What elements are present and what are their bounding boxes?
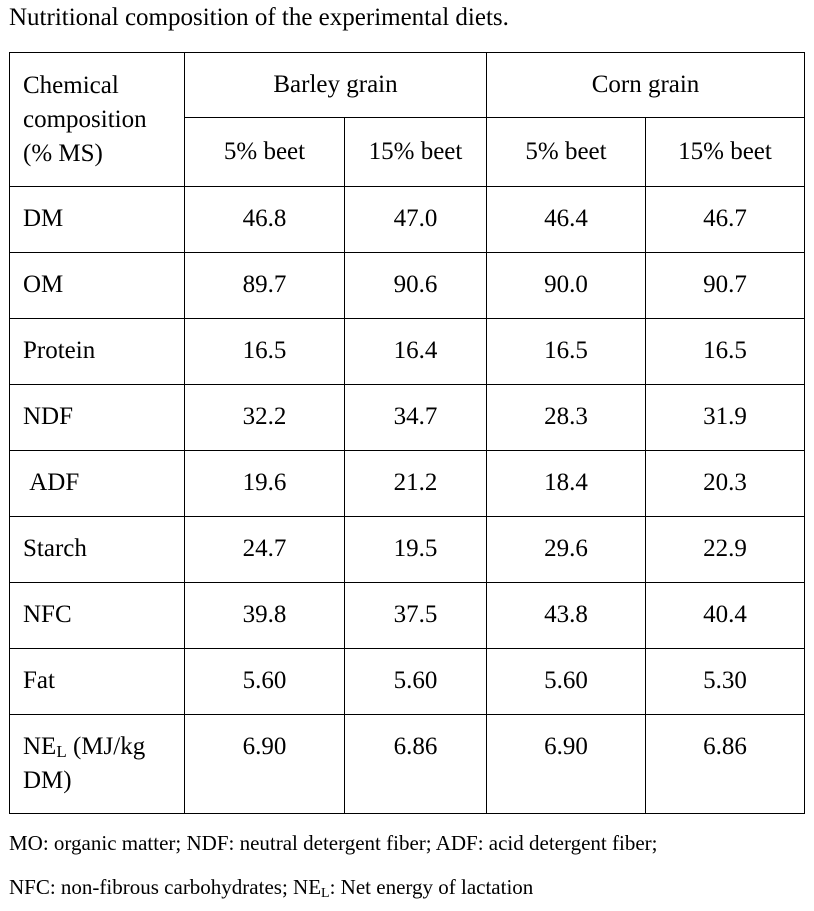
footnote-line: NFC: non-fibrous carbohydrates; NEL: Net… [9,875,534,901]
label-subscript: L [56,742,67,761]
data-row: NEL (MJ/kg DM) 6.90 6.86 6.90 6.86 [9,714,805,814]
value-cell: 6.86 [344,714,487,814]
value-cell: 89.7 [184,252,345,319]
value-cell: 90.0 [486,252,646,319]
value-cell: 40.4 [645,582,805,649]
value-cell: 16.5 [184,318,345,385]
data-row: OM 89.7 90.6 90.0 90.7 [9,252,805,319]
subheader: 5% beet [184,117,345,187]
value-cell: 47.0 [344,186,487,253]
value-cell: 29.6 [486,516,646,583]
value-cell: 37.5 [344,582,487,649]
value-cell: 16.5 [645,318,805,385]
footnote-text: NFC: non-fibrous carbohydrates; NE [9,875,322,899]
value-cell: 5.30 [645,648,805,715]
value-cell: 19.5 [344,516,487,583]
row-label: DM [9,186,185,253]
row-label: NDF [9,384,185,451]
row-label: Protein [9,318,185,385]
value-cell: 43.8 [486,582,646,649]
row-label: NFC [9,582,185,649]
subheader: 5% beet [486,117,646,187]
value-cell: 6.90 [184,714,345,814]
data-row: Starch 24.7 19.5 29.6 22.9 [9,516,805,583]
subheader: 15% beet [344,117,487,187]
value-cell: 46.8 [184,186,345,253]
value-cell: 90.7 [645,252,805,319]
table-title: Nutritional composition of the experimen… [9,4,509,31]
value-cell: 16.4 [344,318,487,385]
value-cell: 5.60 [184,648,345,715]
value-cell: 6.90 [486,714,646,814]
value-cell: 18.4 [486,450,646,517]
label-text: (MJ/kg DM) [23,733,152,794]
value-cell: 5.60 [486,648,646,715]
value-cell: 32.2 [184,384,345,451]
value-cell: 46.7 [645,186,805,253]
row-label: NEL (MJ/kg DM) [9,714,185,814]
value-cell: 21.2 [344,450,487,517]
subheader: 15% beet [645,117,805,187]
value-cell: 90.6 [344,252,487,319]
value-cell: 34.7 [344,384,487,451]
group-header: Corn grain [486,52,805,118]
value-cell: 19.6 [184,450,345,517]
value-cell: 5.60 [344,648,487,715]
footnote-text: : Net energy of lactation [329,875,534,899]
footnote-subscript: L [321,886,330,901]
group-header: Barley grain [184,52,487,118]
data-row: ADF 19.6 21.2 18.4 20.3 [9,450,805,517]
header-cell: Chemical composition (% MS) [9,52,185,187]
data-row: Protein 16.5 16.4 16.5 16.5 [9,318,805,385]
value-cell: 16.5 [486,318,646,385]
row-label: OM [9,252,185,319]
value-cell: 31.9 [645,384,805,451]
row-label: ADF [9,450,185,517]
value-cell: 20.3 [645,450,805,517]
data-row: NDF 32.2 34.7 28.3 31.9 [9,384,805,451]
value-cell: 24.7 [184,516,345,583]
value-cell: 39.8 [184,582,345,649]
row-label: Starch [9,516,185,583]
row-label: Fat [9,648,185,715]
data-row: NFC 39.8 37.5 43.8 40.4 [9,582,805,649]
value-cell: 28.3 [486,384,646,451]
data-row: DM 46.8 47.0 46.4 46.7 [9,186,805,253]
data-row: Fat 5.60 5.60 5.60 5.30 [9,648,805,715]
value-cell: 46.4 [486,186,646,253]
value-cell: 22.9 [645,516,805,583]
label-text: NE [23,733,57,760]
header-row: Chemical composition (% MS) Barley grain C… [9,52,805,187]
nutrition-table: Chemical composition (% MS) Barley grain C… [9,52,805,814]
footnote-line: MO: organic matter; NDF: neutral deterge… [9,831,658,855]
value-cell: 6.86 [645,714,805,814]
